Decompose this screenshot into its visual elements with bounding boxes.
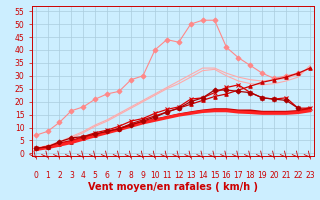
- X-axis label: Vent moyen/en rafales ( km/h ): Vent moyen/en rafales ( km/h ): [88, 182, 258, 192]
